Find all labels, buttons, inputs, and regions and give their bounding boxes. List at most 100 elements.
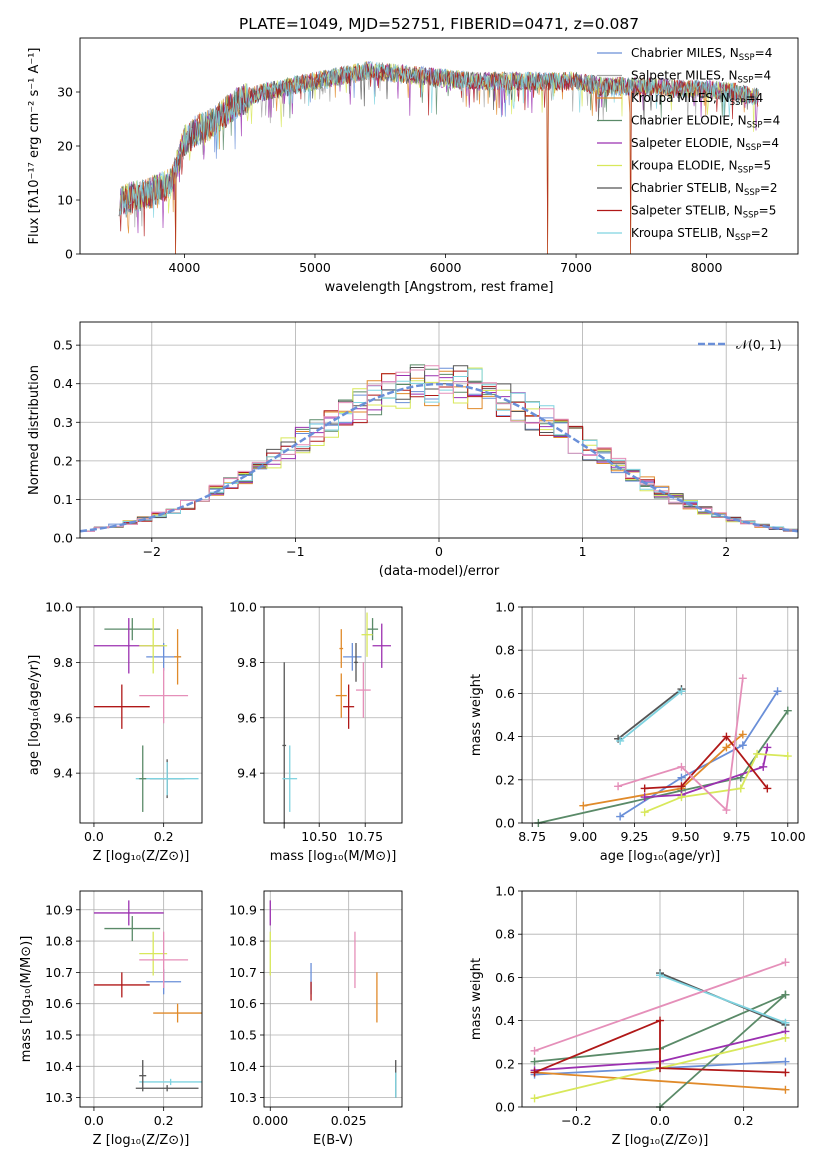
y-tick-label: 10.7 <box>229 965 257 980</box>
mass-weight-line <box>659 994 787 1108</box>
legend-count: =5 <box>759 204 777 218</box>
y-tick-label: 0.4 <box>495 729 515 744</box>
plot-area-residuals: 𝒩(0, 1) <box>79 337 799 533</box>
y-tick-label: 10.9 <box>229 902 257 917</box>
x-tick-label: 0.2 <box>734 1113 754 1128</box>
data-point-marker <box>656 1016 664 1025</box>
figure-title: PLATE=1049, MJD=52751, FIBERID=0471, z=0… <box>239 15 639 33</box>
data-point-marker <box>759 762 768 771</box>
panel-age_vs_mass: 10.50 10.75 9.4 9.6 9.8 10.0 mass [log₁₀(M/M⊙)… <box>229 600 403 864</box>
legend-subscript: SSP <box>743 211 759 221</box>
x-tick-label: 10.00 <box>770 829 806 844</box>
mass-weight-line <box>644 735 769 790</box>
x-axis-label: Z [log₁₀(Z/Z⊙)] <box>93 849 190 864</box>
x-tick-label: −1 <box>286 544 304 559</box>
y-tick-label: 0.6 <box>495 970 515 985</box>
legend-count: =4 <box>763 114 781 128</box>
errorbar-point <box>335 673 347 718</box>
y-tick-label: 9.6 <box>53 710 73 725</box>
y-tick-label: 10.0 <box>229 600 257 615</box>
data-point-marker <box>738 730 747 739</box>
errorbar-point <box>174 629 182 685</box>
data-point-marker <box>781 1057 790 1066</box>
data-point-marker <box>530 1068 539 1077</box>
x-axis-label: (data-model)/error <box>379 564 500 579</box>
y-tick-label: 10.7 <box>45 965 73 980</box>
y-tick-label: 10.0 <box>45 600 73 615</box>
y-tick-label: 10.3 <box>229 1090 257 1105</box>
errorbar-point <box>343 643 362 671</box>
y-tick-label: 0.0 <box>495 816 515 831</box>
x-tick-label: 0.025 <box>331 1113 367 1128</box>
data-point-marker <box>640 793 649 802</box>
errorbar-point <box>139 667 189 724</box>
data-point-marker <box>763 784 772 793</box>
data-point-marker <box>616 812 625 821</box>
legend-subscript: SSP <box>745 143 761 153</box>
legend-count: =4 <box>746 91 764 105</box>
data-point-marker <box>738 741 747 750</box>
x-tick-label: 10.75 <box>347 829 383 844</box>
y-axis-label: age [log₁₀(age/yr)] <box>27 655 42 776</box>
legend-entry: Kroupa STELIB, NSSP=2 <box>631 226 769 243</box>
data-point-marker <box>781 1033 790 1042</box>
y-tick-label: 10.5 <box>45 1028 73 1043</box>
errorbar-point <box>372 623 391 668</box>
data-point-marker <box>677 793 686 802</box>
x-tick-label: 0.2 <box>154 829 174 844</box>
data-point-marker <box>677 773 686 782</box>
axes-frame <box>79 606 203 824</box>
errorbar-point <box>153 1003 202 1023</box>
x-tick-label: 8.75 <box>518 829 546 844</box>
legend-subscript: SSP <box>738 76 754 86</box>
plot-area-mass_vs_Z <box>93 900 202 1092</box>
legend-count: =4 <box>755 46 773 60</box>
y-tick-label: 0.8 <box>495 927 515 942</box>
legend-label: Chabrier ELODIE, N <box>631 114 747 128</box>
y-tick-label: 9.4 <box>237 766 257 781</box>
y-tick-label: 10.6 <box>45 996 73 1011</box>
data-point-marker <box>753 749 762 758</box>
errorbar-point <box>93 684 150 729</box>
x-axis-label: Z [log₁₀(Z/Z⊙)] <box>612 1133 709 1148</box>
histogram-series <box>80 365 798 532</box>
y-tick-label: 20 <box>57 139 73 154</box>
mass-weight-line <box>644 747 769 798</box>
y-tick-label: 10.4 <box>45 1059 73 1074</box>
y-tick-label: 0.3 <box>53 415 73 430</box>
normal-curve <box>79 382 799 533</box>
y-tick-label: 0.0 <box>495 1100 515 1115</box>
data-point-marker <box>530 1094 539 1103</box>
y-tick-label: 0.2 <box>495 1056 515 1071</box>
legend-subscript: SSP <box>739 53 755 63</box>
y-tick-label: 0.2 <box>495 772 515 787</box>
panel-mass_vs_Z: 0.0 0.2 10.3 10.4 10.5 10.6 10.7 10.8 10.9 Z [log… <box>19 890 203 1148</box>
panel-mass_vs_EBV: 0.000 0.025 10.3 10.4 10.5 10.6 10.7 10.8 10.9 E(… <box>229 890 403 1148</box>
data-point-marker <box>738 674 747 683</box>
data-point-marker <box>530 1046 539 1055</box>
y-tick-label: 30 <box>57 85 73 100</box>
mass-weight-line <box>534 961 786 1052</box>
legend-label: Salpeter ELODIE, N <box>631 136 745 150</box>
legend-entry: Salpeter MILES, NSSP=4 <box>631 69 771 86</box>
y-tick-label: 10.4 <box>229 1059 257 1074</box>
legend-count: =4 <box>753 69 771 83</box>
y-tick-label: 1.0 <box>495 600 515 615</box>
legend-subscript: SSP <box>744 188 760 198</box>
y-tick-label: 10.5 <box>229 1028 257 1043</box>
y-tick-label: 0.4 <box>53 376 73 391</box>
errorbar-point <box>282 745 298 812</box>
y-tick-label: 0.0 <box>53 531 73 546</box>
y-tick-label: 10.9 <box>45 902 73 917</box>
data-point-marker <box>781 990 790 999</box>
legend-subscript: SSP <box>735 233 751 243</box>
y-tick-label: 10.6 <box>229 996 257 1011</box>
x-tick-label: 8000 <box>691 260 723 275</box>
x-tick-label: 0.000 <box>252 1113 288 1128</box>
legend-label: Kroupa STELIB, N <box>631 226 735 240</box>
x-tick-label: 9.25 <box>621 829 649 844</box>
y-axis-label: mass weight <box>469 958 484 1040</box>
x-axis-label: Z [log₁₀(Z/Z⊙)] <box>93 1133 190 1148</box>
